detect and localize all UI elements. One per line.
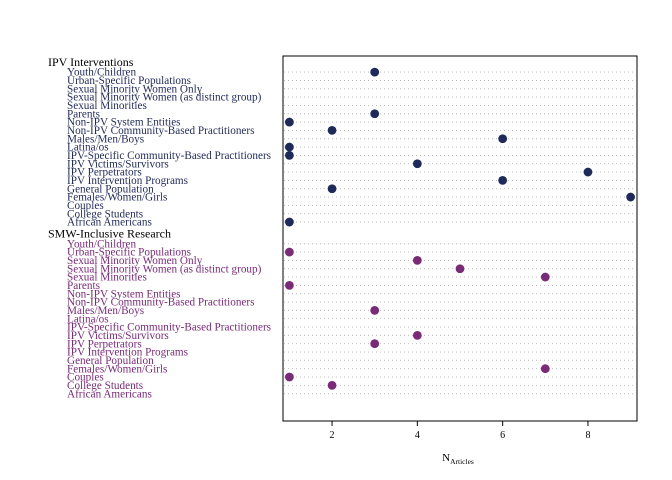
data-point <box>370 109 380 119</box>
data-point <box>412 256 422 265</box>
data-point <box>327 184 337 194</box>
row-label: Non-IPV Community-Based Practitioners <box>67 125 254 137</box>
row-label: IPV-Specific Community-Based Practitione… <box>67 150 271 162</box>
x-tick-label: 4 <box>415 430 420 441</box>
x-tick-label: 8 <box>585 430 590 441</box>
row-label: Sexual Minority Women Only <box>67 83 203 95</box>
data-point <box>412 330 422 340</box>
row-label: Youth/Children <box>67 238 137 250</box>
data-point <box>284 247 294 257</box>
row-label: IPV-Specific Community-Based Practitione… <box>67 322 271 334</box>
row-label: IPV Intervention Programs <box>67 347 188 359</box>
data-point <box>370 339 380 349</box>
grid-lines <box>284 71 636 395</box>
row-label: Non-IPV Community-Based Practitioners <box>67 297 254 309</box>
row-label: Couples <box>67 200 104 212</box>
x-axis-title-main: N <box>442 452 450 464</box>
row-label: Urban-Specific Populations <box>67 75 191 87</box>
row-label: College Students <box>67 380 143 392</box>
data-point <box>284 217 294 227</box>
row-label: IPV Intervention Programs <box>67 175 188 187</box>
data-point <box>498 175 508 185</box>
data-point <box>540 364 550 374</box>
x-axis: 2 4 6 8 <box>330 421 590 441</box>
row-label: Sexual Minorities <box>67 272 147 284</box>
row-label: Sexual Minority Women (as distinct group… <box>67 263 262 275</box>
row-label: Non-IPV System Entities <box>67 117 181 129</box>
row-label: IPV Perpetrators <box>67 167 142 179</box>
row-label: African Americans <box>67 217 152 229</box>
data-point <box>498 134 508 144</box>
row-label: Parents <box>67 280 100 292</box>
row-label: Latina/os <box>67 142 109 154</box>
row-label: Males/Men/Boys <box>67 305 144 317</box>
data-point <box>583 167 593 177</box>
data-point <box>327 380 337 390</box>
x-axis-title: NArticles <box>442 452 474 466</box>
plot-panel <box>282 55 638 422</box>
row-label: Sexual Minority Women (as distinct group… <box>67 92 262 104</box>
data-point <box>626 192 636 202</box>
row-label: African Americans <box>67 388 152 400</box>
row-label: General Population <box>67 355 154 367</box>
data-points <box>284 67 636 390</box>
row-label: Males/Men/Boys <box>67 133 144 145</box>
row-labels: IPV InterventionsYouth/ChildrenUrban-Spe… <box>48 55 271 400</box>
row-label: Females/Women/Girls <box>67 192 167 204</box>
data-point <box>284 142 294 152</box>
data-point <box>540 272 550 282</box>
x-tick-label: 2 <box>330 430 335 441</box>
x-tick-label: 6 <box>500 430 505 441</box>
row-label: College Students <box>67 208 143 220</box>
group-title: SMW-Inclusive Research <box>48 227 171 241</box>
data-point <box>455 264 465 274</box>
row-label: Urban-Specific Populations <box>67 247 191 259</box>
row-label: Sexual Minorities <box>67 100 147 112</box>
row-label: Non-IPV System Entities <box>67 288 181 300</box>
row-label: General Population <box>67 183 154 195</box>
data-point <box>284 151 294 160</box>
row-label: Couples <box>67 372 104 384</box>
row-label: IPV Victims/Survivors <box>67 330 169 342</box>
row-label: IPV Perpetrators <box>67 338 142 350</box>
data-point <box>327 126 337 135</box>
row-label: IPV Victims/Survivors <box>67 158 169 170</box>
row-label: Females/Women/Girls <box>67 363 167 375</box>
row-label: Latina/os <box>67 313 109 325</box>
row-label: Parents <box>67 108 100 120</box>
data-point <box>284 372 294 382</box>
data-point <box>412 159 422 169</box>
x-axis-title-subscript: Articles <box>450 457 474 466</box>
data-point <box>370 305 380 315</box>
group-title: IPV Interventions <box>48 55 134 69</box>
row-label: Sexual Minority Women Only <box>67 255 203 267</box>
row-label: Youth/Children <box>67 67 137 79</box>
data-point <box>284 117 294 127</box>
data-point <box>284 280 294 290</box>
data-point <box>370 67 380 77</box>
